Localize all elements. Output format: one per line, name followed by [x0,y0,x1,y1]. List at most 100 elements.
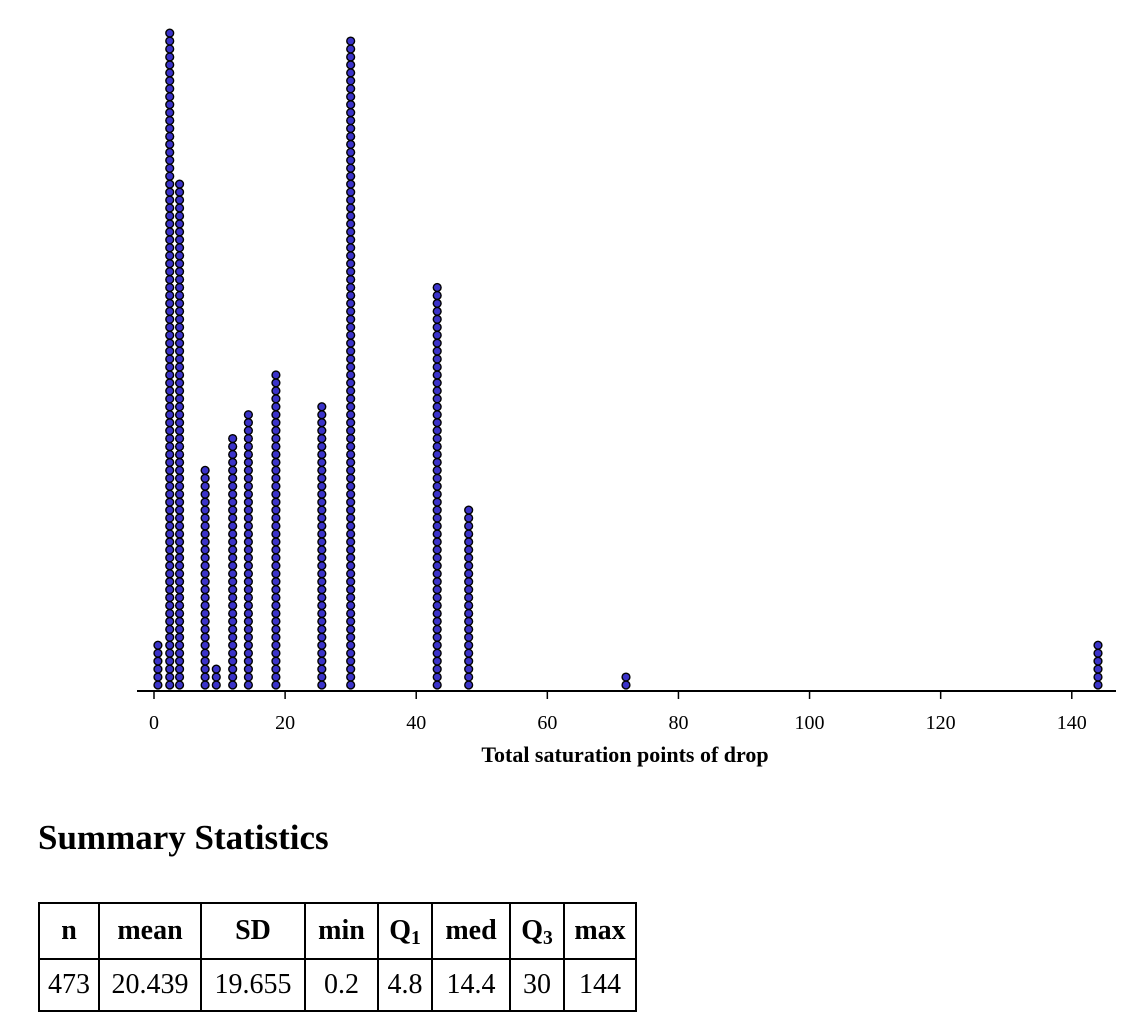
data-dot [243,481,254,491]
data-dot [317,441,327,452]
data-dot [200,624,210,634]
data-dot [165,44,175,54]
data-dot [153,664,163,674]
data-dot [346,545,356,555]
data-dot [346,92,356,102]
data-dot [153,656,163,666]
data-dot [464,632,474,642]
data-dot [228,529,238,539]
data-dot [271,529,281,539]
summary-table: n mean SD min Q1 med Q3 max 473 20.439 1… [38,902,637,1012]
data-dot [432,664,442,674]
data-dot [317,672,327,682]
data-dot [271,481,281,491]
data-dot [346,179,356,189]
data-dot [317,402,327,412]
header-q3-letter: Q [521,915,543,946]
data-dot [432,338,442,348]
data-dot [174,473,185,483]
data-dot [174,330,185,340]
data-dot [243,537,254,547]
data-dot [271,465,281,475]
data-dot [432,529,442,539]
data-dot [346,433,356,444]
data-dot [271,441,281,452]
data-dot [346,115,356,126]
data-dot [271,433,281,444]
data-dot [165,274,175,285]
data-dot [228,521,238,531]
data-dot [165,664,175,674]
data-dot [174,418,185,428]
x-axis-label: Total saturation points of drop [481,742,768,767]
data-dot [346,386,356,396]
data-dot [464,545,474,555]
data-dot [346,354,356,364]
data-dot [621,680,631,690]
data-dot [174,441,185,452]
data-dot [432,457,442,468]
data-dot [432,656,442,666]
data-dot [174,664,185,674]
data-dot [165,139,175,150]
summary-header-row: n mean SD min Q1 med Q3 max [38,902,637,960]
data-dot [464,577,474,587]
data-dot [432,465,442,475]
data-dot [243,426,254,436]
data-dot [165,322,175,332]
data-dot [346,402,356,412]
data-dot [165,346,175,356]
x-tick-label: 100 [795,712,825,734]
data-dot [317,545,327,555]
data-dot [165,354,175,364]
data-dot [153,672,163,682]
data-dot [346,664,356,674]
header-q1-letter: Q [389,915,411,946]
header-mean: mean [98,902,202,960]
data-dot [174,243,185,253]
data-dot [346,267,356,277]
data-dot [317,569,327,579]
data-dot [165,107,175,118]
data-dot [174,553,185,563]
x-tick-label: 60 [537,712,557,734]
data-dot [432,545,442,555]
data-dot [346,577,356,587]
data-dot [1093,656,1103,666]
data-dot [165,465,175,475]
data-dot [174,370,185,380]
data-dot [165,330,175,340]
data-dot [165,656,175,666]
data-dot [243,553,254,563]
data-dot [317,529,327,539]
data-dot [165,235,175,245]
data-dot [165,680,175,690]
data-dot [174,457,185,468]
x-axis-ticks: 0 20 40 60 80 100 120 140 [149,691,1087,734]
data-dot [432,418,442,428]
data-dot [346,131,356,142]
data-dot [432,616,442,627]
data-dot [464,608,474,619]
data-dot [317,521,327,531]
header-q3: Q3 [509,902,565,960]
data-dot [174,179,185,189]
data-dot [346,648,356,658]
data-dot [432,592,442,603]
data-dot [346,497,356,507]
data-dot [346,139,356,150]
data-dot [317,577,327,587]
data-dot [464,680,474,690]
data-dot [432,354,442,364]
data-dot [346,680,356,690]
data-dot [174,219,185,229]
data-dot [271,505,281,515]
data-dot [228,592,238,603]
data-dot [165,259,175,269]
data-dot [228,608,238,619]
data-dot [271,648,281,658]
data-dot [243,545,254,555]
data-dot [346,457,356,468]
data-dot [346,553,356,563]
data-dot [174,402,185,412]
